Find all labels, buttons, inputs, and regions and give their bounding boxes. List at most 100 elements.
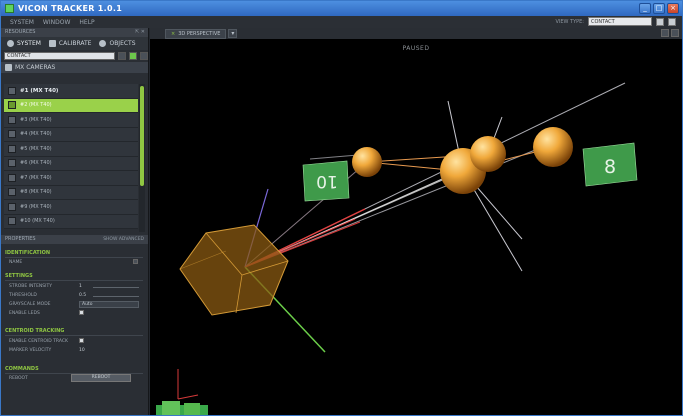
camera-list-item-label: #1 (MX T40) bbox=[20, 87, 59, 94]
name-label: NAME bbox=[9, 260, 23, 265]
save-config-button[interactable] bbox=[129, 51, 138, 60]
enable-centroid-label: ENABLE CENTROID TRACK bbox=[9, 339, 68, 344]
grayscale-mode-select[interactable]: Auto bbox=[79, 301, 139, 308]
camera-list-item[interactable]: #3 (MX T40) bbox=[4, 113, 138, 128]
marker-sphere[interactable] bbox=[352, 147, 382, 177]
resources-header: RESOURCES ⇱ ✕ bbox=[1, 28, 148, 37]
camera-list-item[interactable]: #2 (MX T40) bbox=[4, 98, 138, 113]
tab-objects-label: OBJECTS bbox=[109, 40, 136, 47]
box-edge bbox=[179, 250, 227, 270]
view-type-select[interactable]: CONTACT bbox=[588, 17, 652, 26]
close-tab-icon[interactable]: × bbox=[171, 30, 176, 37]
window-controls: _ □ × bbox=[639, 3, 679, 14]
camera-list-item[interactable]: #1 (MX T40) bbox=[4, 84, 138, 99]
camera-label-8[interactable]: 8 bbox=[582, 142, 638, 187]
camera-list-item-label: #3 (MX T40) bbox=[20, 116, 52, 123]
camera-icon[interactable] bbox=[8, 159, 16, 168]
camera-icon[interactable] bbox=[8, 173, 16, 182]
marker-velocity-value[interactable]: 10 bbox=[79, 348, 85, 353]
marker-sphere[interactable] bbox=[533, 127, 573, 167]
tab-3d-perspective-label: 3D PERSPECTIVE bbox=[178, 30, 221, 37]
camera-icon[interactable] bbox=[8, 202, 16, 211]
tab-3d-perspective[interactable]: × 3D PERSPECTIVE bbox=[165, 28, 227, 39]
scene-svg: 10 8 bbox=[156, 82, 638, 415]
3d-viewport[interactable]: PAUSED bbox=[150, 39, 682, 415]
system-config-select[interactable]: CONTACT bbox=[4, 51, 116, 60]
menu-help[interactable]: HELP bbox=[79, 18, 95, 26]
strobe-intensity-label: STROBE INTENSITY bbox=[9, 284, 52, 289]
name-edit-button[interactable] bbox=[133, 259, 138, 264]
centroid-section-title: CENTROID TRACKING bbox=[5, 328, 65, 334]
camera-icon[interactable] bbox=[8, 101, 16, 110]
camera-list-item-label: #4 (MX T40) bbox=[20, 131, 52, 138]
add-view-button[interactable]: ▾ bbox=[228, 29, 238, 38]
camera-icon[interactable] bbox=[8, 115, 16, 124]
config-menu-button[interactable] bbox=[140, 51, 148, 60]
camera-list-item-label: #8 (MX T40) bbox=[20, 189, 52, 196]
camera-icon[interactable] bbox=[8, 144, 16, 153]
camera-icon[interactable] bbox=[8, 130, 16, 139]
cameras-tree-header[interactable]: MX CAMERAS bbox=[1, 62, 148, 73]
section-divider bbox=[5, 257, 143, 258]
camera-list-item[interactable]: #10 (MX T40) bbox=[4, 214, 138, 229]
gizmo-axis bbox=[177, 394, 199, 400]
tab-objects[interactable]: OBJECTS bbox=[99, 40, 136, 47]
strobe-intensity-value: 1 bbox=[79, 284, 82, 289]
viewport-tabs: × 3D PERSPECTIVE ▾ bbox=[150, 28, 682, 39]
enable-leds-checkbox[interactable] bbox=[79, 310, 84, 315]
close-button[interactable]: × bbox=[667, 3, 679, 14]
camera-label-10[interactable]: 10 bbox=[302, 160, 350, 202]
strobe-intensity-slider[interactable] bbox=[93, 287, 139, 288]
viewport-controls bbox=[661, 29, 679, 37]
threshold-label: THRESHOLD bbox=[9, 293, 37, 298]
camera-list-item[interactable]: #4 (MX T40) bbox=[4, 127, 138, 142]
marker-sphere[interactable] bbox=[470, 136, 506, 172]
panel-dock-controls[interactable]: ⇱ ✕ bbox=[135, 29, 145, 35]
camera-label-text: 8 bbox=[604, 156, 616, 178]
camera-list-item[interactable]: #8 (MX T40) bbox=[4, 185, 138, 200]
resources-panel: RESOURCES ⇱ ✕ SYSTEM CALIBRATE OBJECTS C… bbox=[1, 28, 149, 415]
maximize-button[interactable]: □ bbox=[653, 3, 665, 14]
resources-tabs: SYSTEM CALIBRATE OBJECTS bbox=[1, 37, 148, 50]
tab-system[interactable]: SYSTEM bbox=[7, 40, 41, 47]
camera-list-item-label: #6 (MX T40) bbox=[20, 160, 52, 167]
camera-icon[interactable] bbox=[8, 217, 16, 226]
tab-system-label: SYSTEM bbox=[17, 40, 41, 47]
tab-calibrate[interactable]: CALIBRATE bbox=[48, 40, 91, 47]
box-edge bbox=[235, 274, 243, 314]
reboot-button[interactable]: REBOOT bbox=[71, 374, 131, 382]
view-options-button[interactable] bbox=[668, 17, 676, 26]
title-bar[interactable]: VICON TRACKER 1.0.1 _ □ × bbox=[1, 1, 682, 16]
enable-centroid-checkbox[interactable] bbox=[79, 338, 84, 343]
origin-floor-object bbox=[184, 403, 200, 415]
menu-window[interactable]: WINDOW bbox=[42, 18, 71, 26]
section-divider bbox=[5, 280, 143, 281]
system-config-row: CONTACT bbox=[1, 50, 148, 61]
minimize-button[interactable]: _ bbox=[639, 3, 651, 14]
camera-icon[interactable] bbox=[8, 188, 16, 197]
camera-list-item[interactable]: #6 (MX T40) bbox=[4, 156, 138, 171]
threshold-slider[interactable] bbox=[93, 296, 139, 297]
properties-header: PROPERTIES SHOW ADVANCED bbox=[1, 235, 148, 244]
enable-leds-label: ENABLE LEDS bbox=[9, 311, 40, 316]
show-advanced-link[interactable]: SHOW ADVANCED bbox=[103, 237, 144, 242]
camera-icon[interactable] bbox=[8, 86, 16, 95]
camera-list-item[interactable]: #5 (MX T40) bbox=[4, 142, 138, 157]
section-divider bbox=[5, 373, 143, 374]
camera-list-item[interactable]: #9 (MX T40) bbox=[4, 200, 138, 215]
menu-system[interactable]: SYSTEM bbox=[10, 18, 34, 26]
tracked-object-box[interactable] bbox=[179, 224, 289, 316]
system-icon bbox=[7, 40, 14, 47]
camera-list-scrollbar[interactable] bbox=[139, 84, 145, 232]
camera-list-item[interactable]: #7 (MX T40) bbox=[4, 171, 138, 186]
view-type-label: VIEW TYPE: bbox=[555, 18, 584, 25]
restore-view-button[interactable] bbox=[661, 29, 669, 37]
config-dropdown-button[interactable] bbox=[118, 51, 127, 60]
scrollbar-thumb[interactable] bbox=[140, 86, 144, 186]
close-view-button[interactable] bbox=[671, 29, 679, 37]
cameras-tree-label: MX CAMERAS bbox=[15, 64, 56, 71]
camera-list-item-label: #9 (MX T40) bbox=[20, 203, 52, 210]
objects-icon bbox=[99, 40, 107, 47]
save-view-button[interactable] bbox=[656, 17, 664, 26]
